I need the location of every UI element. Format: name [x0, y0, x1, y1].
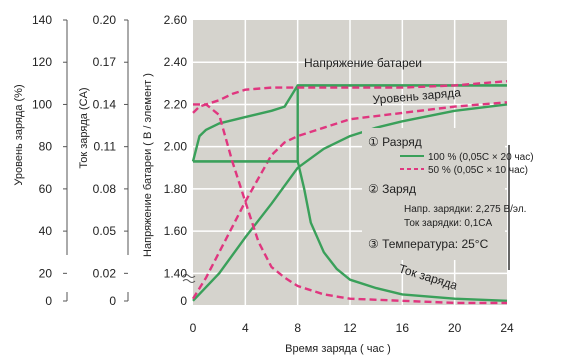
voltage-curve-label: Напряжение батареи — [304, 56, 422, 70]
axis-lines — [63, 19, 510, 302]
legend-temperature: ③ Температура: 25°C — [368, 237, 489, 251]
tick-labels: 1401201008060402000.200.170.140.110.080.… — [32, 13, 514, 335]
legend-background — [362, 128, 505, 260]
legend-charge-voltage: Напр. зарядки: 2,275 В/эл. — [404, 204, 526, 215]
charge_level-tick-label: 120 — [32, 55, 52, 69]
x-tick-label: 12 — [343, 321, 357, 335]
charge_level-tick-label: 100 — [32, 97, 52, 111]
charge_level-tick-label: 20 — [39, 266, 53, 280]
charge_current-tick-label: 0.08 — [93, 182, 117, 196]
charge_current-tick-label: 0.17 — [93, 55, 117, 69]
x-tick-label: 16 — [396, 321, 410, 335]
voltage-tick-label: 1.40 — [164, 266, 188, 280]
legend: ① Разряд 100 % (0,05C × 20 час) 50 % (0,… — [362, 128, 534, 260]
charge_level-tick-label: 60 — [39, 182, 53, 196]
voltage-tick-label: 2.40 — [164, 55, 188, 69]
series-current-solid-line — [193, 160, 508, 302]
legend-100-percent: 100 % (0,05C × 20 час) — [428, 152, 534, 163]
x-tick-label: 4 — [242, 321, 249, 335]
charge_level-tick-label: 140 — [32, 13, 52, 27]
voltage-tick-label: 1.60 — [164, 224, 188, 238]
voltage-tick-label: 2.60 — [164, 13, 188, 27]
voltage-tick-label: 0 — [180, 294, 187, 308]
time-axis-title: Время заряда ( час ) — [285, 343, 391, 355]
charge_current-tick-label: 0.05 — [93, 224, 117, 238]
legend-charge: ② Заряд — [368, 182, 416, 196]
series-level-solid-line — [192, 103, 508, 302]
charge_level-tick-label: 0 — [45, 294, 52, 308]
voltage-tick-label: 2.00 — [164, 140, 188, 154]
x-tick-label: 0 — [190, 321, 197, 335]
charge_level-tick-label: 40 — [39, 224, 53, 238]
charge_level-tick-label: 80 — [39, 140, 53, 154]
voltage-tick-label: 2.20 — [164, 97, 188, 111]
charge_current-tick-label: 0.11 — [94, 140, 117, 154]
charge_current-tick-label: 0.02 — [93, 266, 117, 280]
series-group — [191, 80, 508, 305]
series-current-dashed-line — [193, 103, 507, 305]
charge_current-tick-label: 0 — [109, 294, 116, 308]
charge_current-tick-label: 0.14 — [93, 97, 117, 111]
charge-level-axis-title: Уровень заряда (%) — [13, 84, 25, 185]
voltage-tick-label: 1.80 — [164, 182, 188, 196]
x-tick-label: 24 — [500, 321, 514, 335]
charge-current-axis-title: Ток заряда (CA) — [78, 87, 90, 168]
voltage-axis-title: Напряжение батареи ( В / элемент ) — [142, 73, 154, 257]
x-tick-label: 20 — [448, 321, 462, 335]
legend-50-percent: 50 % (0,05C × 10 час) — [428, 165, 528, 176]
axis-break-mark — [182, 274, 196, 283]
legend-charge-current: Ток зарядки: 0,1CA — [404, 218, 493, 229]
x-tick-label: 8 — [294, 321, 301, 335]
series-level-dashed-line — [191, 101, 508, 300]
legend-discharge: ① Разряд — [368, 135, 422, 149]
charge_current-tick-label: 0.20 — [93, 13, 117, 27]
series-voltage-solid-line — [191, 84, 507, 162]
